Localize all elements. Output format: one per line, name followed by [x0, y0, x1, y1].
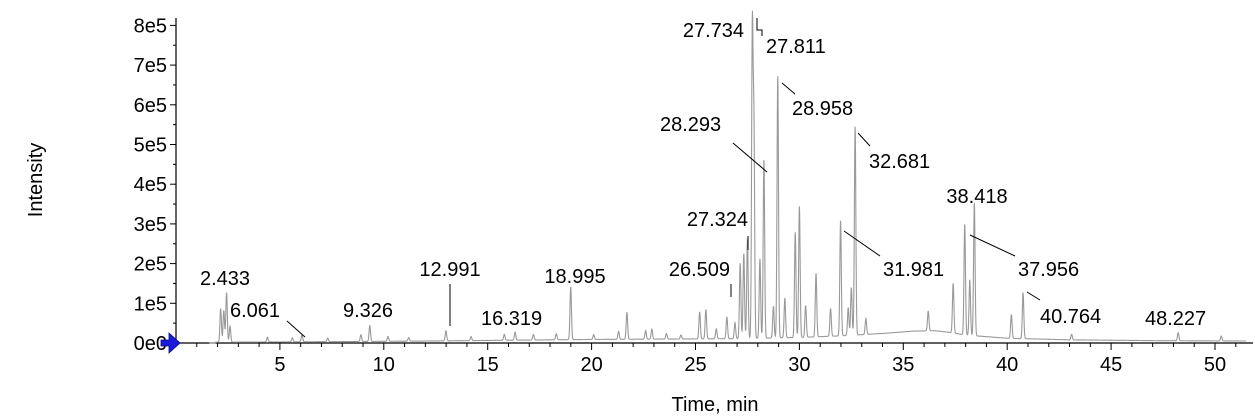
- peak-label-38.418: 38.418: [946, 186, 1007, 208]
- peak-label-12.991: 12.991: [419, 259, 480, 281]
- x-tick-label: 50: [1204, 354, 1226, 376]
- x-axis-ticks: 5 10 15 20 25 30 35 40 45 50: [196, 343, 1237, 376]
- y-tick-label: 5e5: [134, 135, 167, 157]
- tic-trace: [209, 10, 1247, 344]
- x-tick-label: 30: [788, 354, 810, 376]
- x-tick-label: 10: [373, 354, 395, 376]
- peak-label-26.509: 26.509: [669, 259, 730, 281]
- x-tick-label: 20: [580, 354, 602, 376]
- y-tick-label: 0e0: [134, 333, 167, 355]
- x-tick-label: 5: [274, 354, 285, 376]
- trace-group: [209, 10, 1247, 344]
- peak-label-27.734: 27.734: [683, 20, 744, 42]
- peak-label-32.681: 32.681: [869, 151, 930, 173]
- annotation-leaders: [286, 18, 1041, 338]
- x-tick-label: 25: [684, 354, 706, 376]
- peak-label-9.326: 9.326: [343, 300, 393, 322]
- y-tick-label: 8e5: [134, 15, 167, 37]
- peak-label-2.433: 2.433: [200, 268, 250, 290]
- peak-label-16.319: 16.319: [481, 308, 542, 330]
- peak-label-28.293: 28.293: [660, 114, 721, 136]
- y-tick-label: 7e5: [134, 55, 167, 77]
- y-tick-label: 3e5: [134, 214, 167, 236]
- y-tick-label: 6e5: [134, 95, 167, 117]
- y-axis-title: Intensity: [25, 143, 47, 217]
- x-tick-label: 15: [477, 354, 499, 376]
- peak-label-28.958: 28.958: [792, 98, 853, 120]
- x-tick-label: 40: [996, 354, 1018, 376]
- annotation-leader-27.811: [756, 18, 763, 36]
- axes: [175, 18, 1253, 344]
- annotation-leader-40.764: [1026, 291, 1041, 301]
- y-tick-label: 2e5: [134, 254, 167, 276]
- y-tick-label: 1e5: [134, 293, 167, 315]
- peak-label-27.324: 27.324: [687, 209, 748, 231]
- x-tick-label: 45: [1100, 354, 1122, 376]
- annotation-leader-32.681: [857, 132, 871, 147]
- annotation-leader-6.061: [286, 320, 306, 338]
- peak-label-40.764: 40.764: [1040, 306, 1101, 328]
- annotation-leader-28.958: [781, 82, 796, 95]
- peak-label-31.981: 31.981: [883, 259, 944, 281]
- peak-label-27.811: 27.811: [766, 36, 826, 58]
- peak-label-48.227: 48.227: [1145, 308, 1206, 330]
- origin-arrow-icon: [160, 332, 181, 354]
- x-tick-label: 35: [892, 354, 914, 376]
- peak-label-37.956: 37.956: [1018, 259, 1079, 281]
- y-axis-ticks: 0e0 1e5 2e5 3e5 4e5 5e5 6e5 7e5 8e5: [134, 15, 176, 355]
- annotation-leader-31.981: [843, 230, 881, 257]
- annotation-leader-28.293: [732, 142, 768, 173]
- annotation-leader-37.956: [969, 234, 1016, 257]
- x-axis-title: Time, min: [671, 394, 758, 416]
- y-tick-label: 4e5: [134, 174, 167, 196]
- peak-label-18.995: 18.995: [544, 266, 605, 288]
- origin-marker-icon: [160, 332, 181, 354]
- peak-label-6.061: 6.061: [230, 300, 280, 322]
